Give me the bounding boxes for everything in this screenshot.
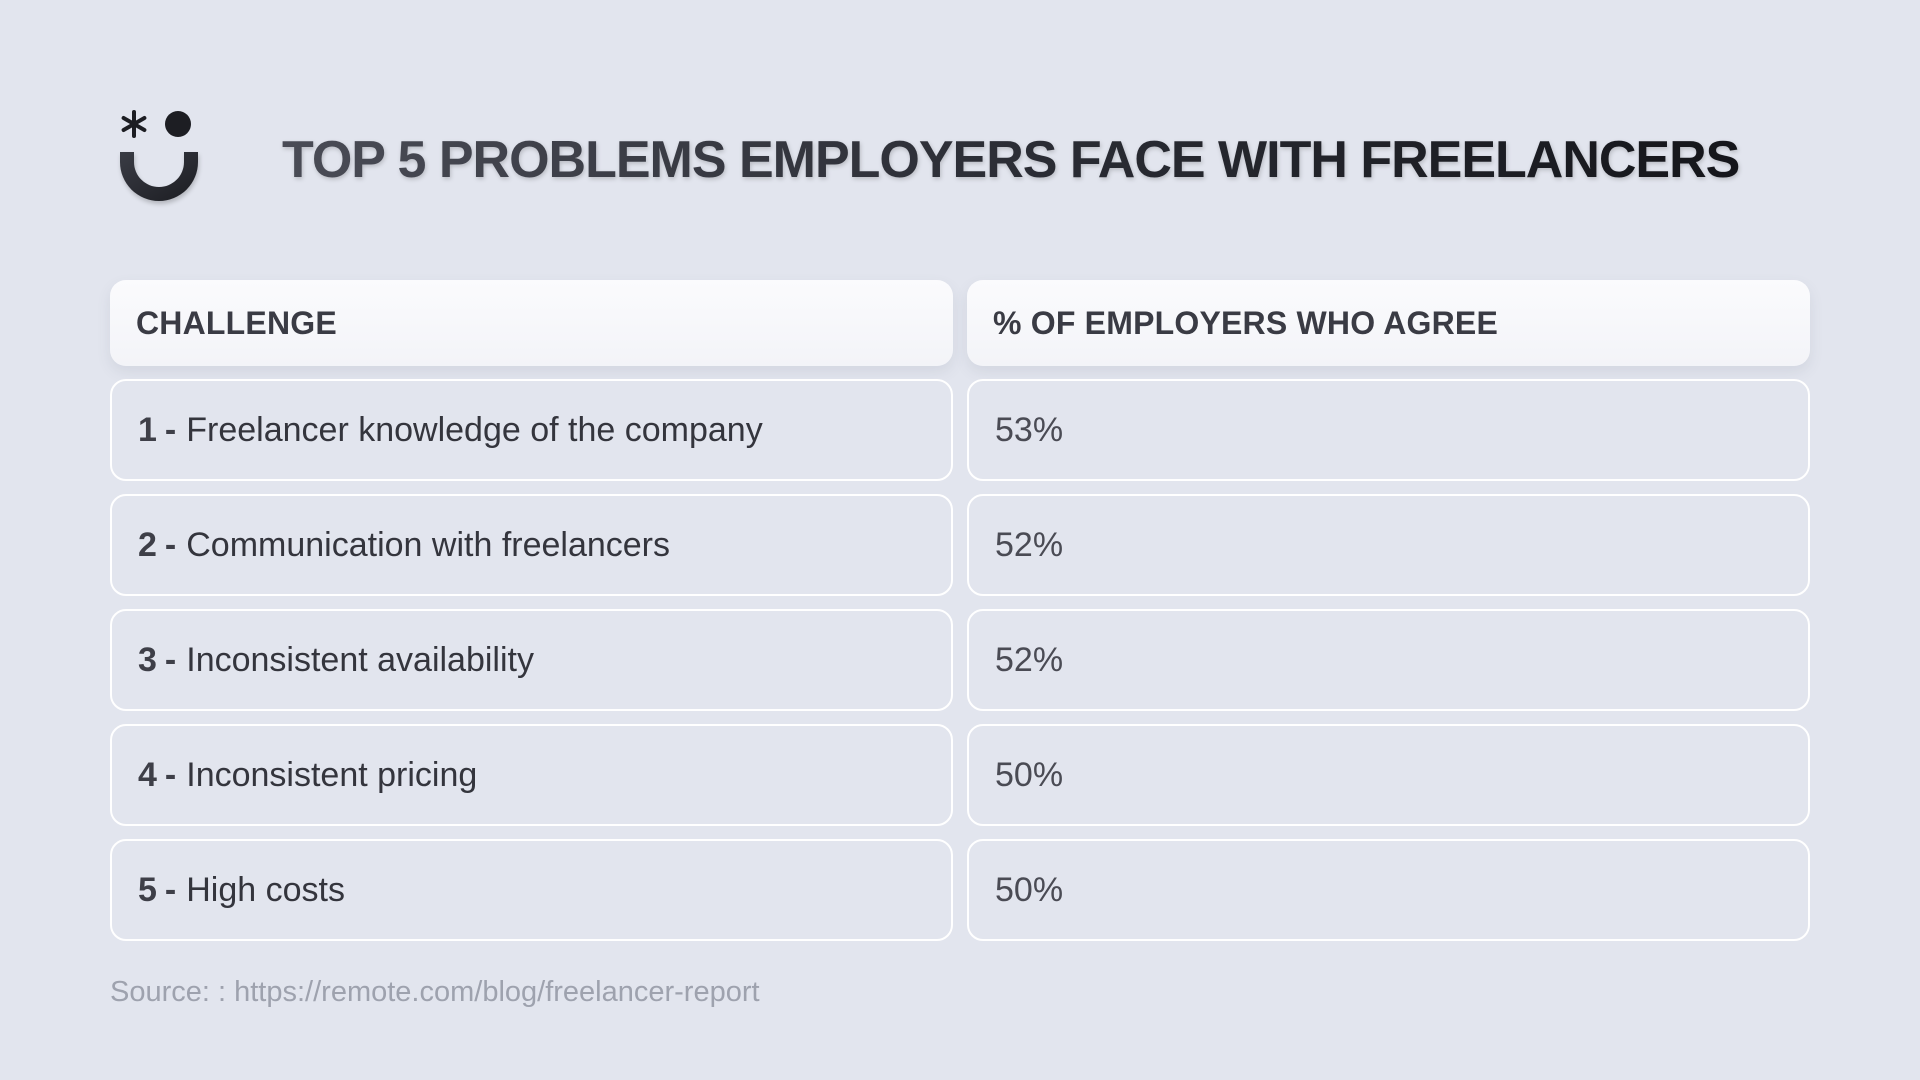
challenge-label: Inconsistent pricing [186,755,478,794]
source-text: Source: : https://remote.com/blog/freela… [110,976,760,1008]
rank-separator: - [164,755,177,794]
rank-number: 5 [138,870,157,909]
challenge-cell: 2- Communication with freelancers [110,494,953,596]
challenge-label: High costs [186,870,345,909]
rank-number: 2 [138,525,157,564]
page-title: TOP 5 PROBLEMS EMPLOYERS FACE WITH FREEL… [282,131,1740,189]
problems-table: CHALLENGE % OF EMPLOYERS WHO AGREE 1- Fre… [110,280,1810,954]
remote-logo-icon [120,110,198,201]
percent-value: 52% [995,525,1064,564]
percent-cell: 52% [967,609,1810,711]
percent-cell: 53% [967,379,1810,481]
table-row: 1- Freelancer knowledge of the company 53… [110,379,1810,481]
table-header-row: CHALLENGE % OF EMPLOYERS WHO AGREE [110,280,1810,366]
rank-number: 3 [138,640,157,679]
rank-separator: - [164,640,177,679]
challenge-cell: 1- Freelancer knowledge of the company [110,379,953,481]
header: TOP 5 PROBLEMS EMPLOYERS FACE WITH FREEL… [110,108,1820,212]
percent-cell: 50% [967,839,1810,941]
challenge-label: Communication with freelancers [186,525,671,564]
challenge-label: Inconsistent availability [186,640,534,679]
rank-separator: - [164,525,177,564]
challenge-cell: 4- Inconsistent pricing [110,724,953,826]
challenge-cell: 3- Inconsistent availability [110,609,953,711]
challenge-cell: 5- High costs [110,839,953,941]
percent-value: 52% [995,640,1064,679]
rank-separator: - [164,870,177,909]
header-cell-challenge: CHALLENGE [110,280,953,366]
rank-number: 4 [138,755,157,794]
percent-cell: 52% [967,494,1810,596]
percent-value: 53% [995,410,1064,449]
table-row: 3- Inconsistent availability 52% [110,609,1810,711]
percent-value: 50% [995,870,1064,909]
rank-number: 1 [138,410,157,449]
table-row: 5- High costs 50% [110,839,1810,941]
header-cell-percent: % OF EMPLOYERS WHO AGREE [967,280,1810,366]
table-row: 2- Communication with freelancers 52% [110,494,1810,596]
table-row: 4- Inconsistent pricing 50% [110,724,1810,826]
challenge-label: Freelancer knowledge of the company [186,410,763,449]
rank-separator: - [164,410,177,449]
percent-cell: 50% [967,724,1810,826]
percent-value: 50% [995,755,1064,794]
